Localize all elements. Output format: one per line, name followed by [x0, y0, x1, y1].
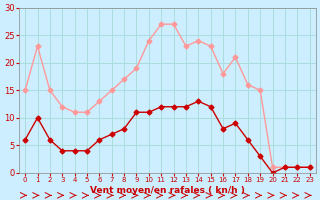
X-axis label: Vent moyen/en rafales ( kn/h ): Vent moyen/en rafales ( kn/h ) [90, 186, 245, 195]
